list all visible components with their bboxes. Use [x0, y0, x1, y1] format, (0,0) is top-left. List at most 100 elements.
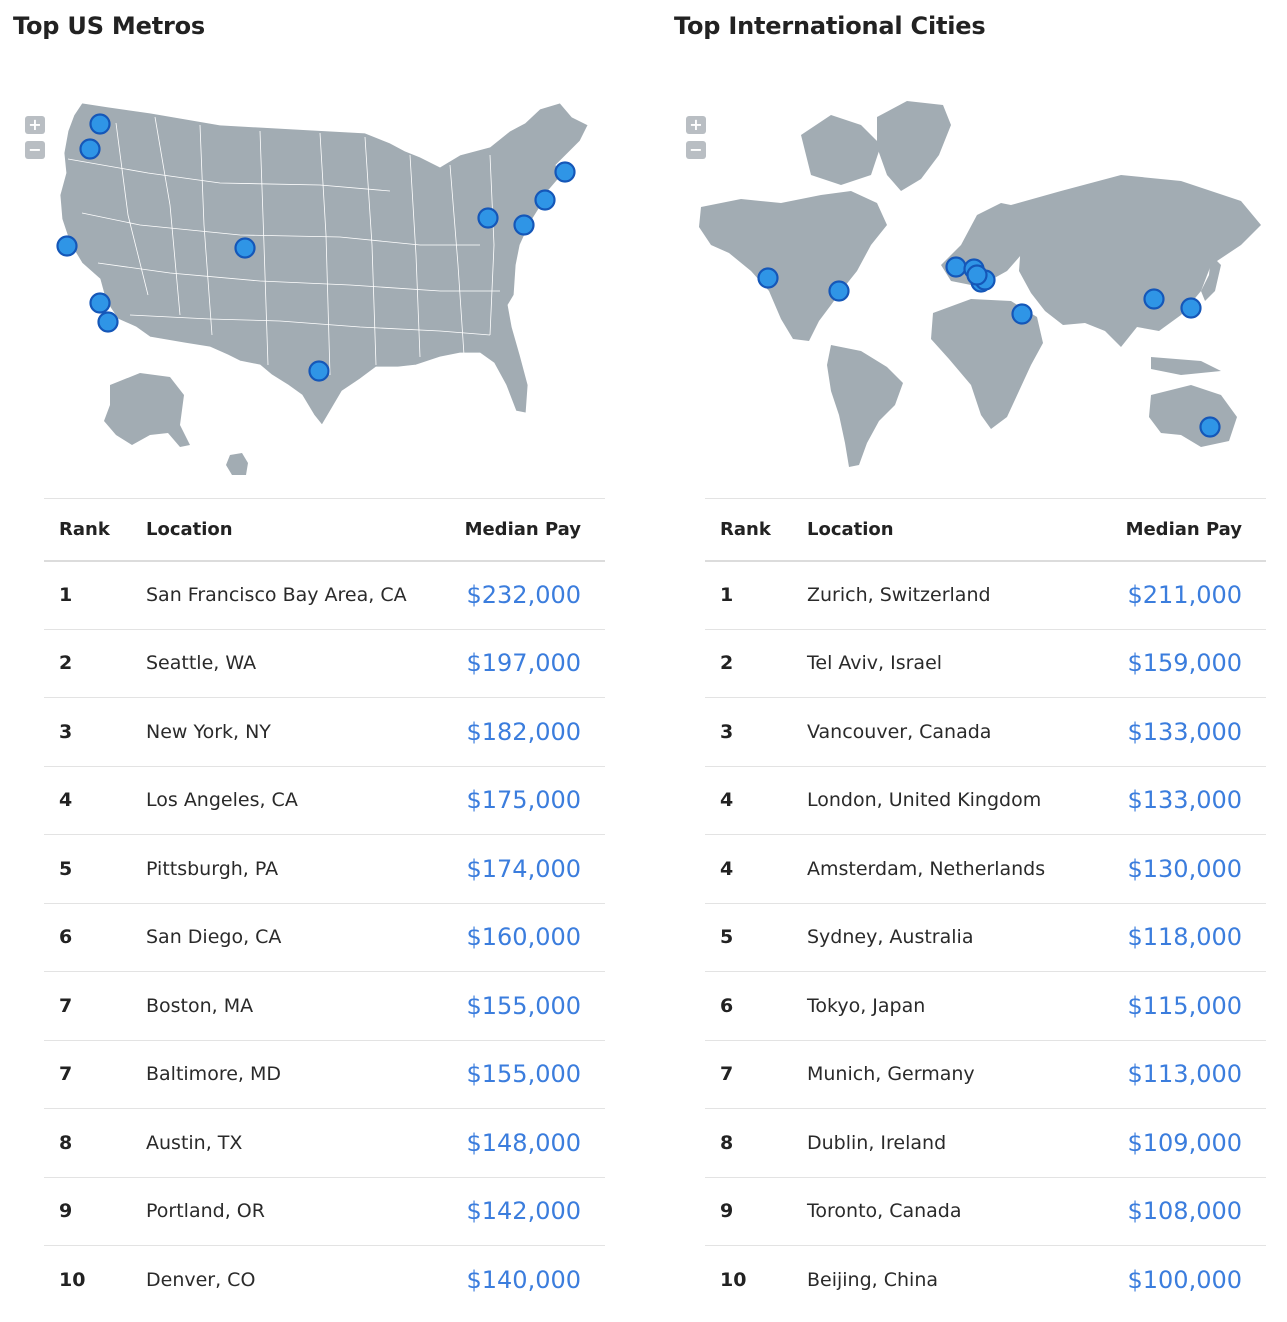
rank-cell: 2: [44, 629, 146, 698]
us-zoom-in-button[interactable]: +: [25, 116, 45, 134]
south-america-land: [827, 345, 903, 467]
world-map-svg: [699, 101, 1261, 467]
us-map-svg: [56, 102, 589, 475]
table-row: 2 Tel Aviv, Israel $159,000: [705, 629, 1266, 698]
table-row: 4 London, United Kingdom $133,000: [705, 766, 1266, 835]
rank-cell: 5: [705, 903, 807, 972]
us-marker-baltimore[interactable]: [513, 214, 535, 236]
rank-cell: 3: [705, 697, 807, 767]
rank-cell: 2: [705, 629, 807, 698]
rank-cell: 9: [44, 1177, 146, 1246]
rank-cell: 5: [44, 834, 146, 904]
table-row: 4 Los Angeles, CA $175,000: [44, 766, 605, 835]
location-cell: Seattle, WA: [146, 629, 445, 698]
median-pay-cell: $175,000: [444, 766, 605, 835]
location-cell: Amsterdam, Netherlands: [807, 834, 1096, 904]
rank-cell: 1: [44, 560, 146, 630]
median-pay-cell: $100,000: [1127, 1266, 1242, 1294]
table-row: 8 Austin, TX $148,000: [44, 1108, 605, 1178]
intl-markers: [757, 256, 1221, 438]
table-row: 2 Seattle, WA $197,000: [44, 629, 605, 698]
location-cell: Austin, TX: [146, 1108, 445, 1178]
location-cell: Tokyo, Japan: [807, 971, 1096, 1041]
table-row: 7 Baltimore, MD $155,000: [44, 1040, 605, 1109]
north-america-land: [699, 191, 887, 341]
us-marker-san-diego[interactable]: [97, 311, 119, 333]
intl-cities-panel: Top International Cities: [661, 0, 1287, 1322]
us-zoom-out-button[interactable]: −: [25, 141, 45, 159]
location-cell: San Diego, CA: [146, 903, 445, 972]
table-row: 1 Zurich, Switzerland $211,000: [705, 560, 1266, 630]
us-map[interactable]: + −: [20, 95, 610, 485]
location-header: Location: [807, 498, 1096, 562]
intl-marker-munich[interactable]: [966, 264, 988, 286]
location-cell: Zurich, Switzerland: [807, 560, 1096, 630]
us-marker-seattle[interactable]: [89, 113, 111, 135]
rank-cell: 8: [705, 1108, 807, 1178]
world-zoom-out-button[interactable]: −: [686, 141, 706, 159]
us-land: [59, 102, 589, 426]
world-zoom-in-button[interactable]: +: [686, 116, 706, 134]
rank-cell: 7: [44, 971, 146, 1041]
table-row: 8 Dublin, Ireland $109,000: [705, 1108, 1266, 1178]
intl-marker-beijing[interactable]: [1143, 288, 1165, 310]
table-row: 6 San Diego, CA $160,000: [44, 903, 605, 972]
intl-marker-toronto[interactable]: [828, 280, 850, 302]
table-row: 7 Boston, MA $155,000: [44, 971, 605, 1041]
median-pay-cell: $155,000: [444, 1040, 605, 1109]
japan-land: [1201, 255, 1221, 301]
table-row: 9 Toronto, Canada $108,000: [705, 1177, 1266, 1246]
location-cell: San Francisco Bay Area, CA: [146, 560, 445, 630]
us-marker-denver[interactable]: [234, 237, 256, 259]
rank-cell: 10: [720, 1269, 747, 1291]
table-row: 4 Amsterdam, Netherlands $130,000: [705, 834, 1266, 904]
australia-land: [1149, 385, 1237, 447]
median-pay-cell: $113,000: [1095, 1040, 1266, 1109]
intl-marker-tokyo[interactable]: [1180, 297, 1202, 319]
rank-cell: 6: [705, 971, 807, 1041]
intl-marker-tel-aviv[interactable]: [1011, 303, 1033, 325]
table-row: 3 Vancouver, Canada $133,000: [705, 697, 1266, 767]
us-marker-boston[interactable]: [554, 161, 576, 183]
median-pay-cell: $174,000: [444, 834, 605, 904]
rank-cell: 10: [59, 1269, 86, 1291]
table-row: 3 New York, NY $182,000: [44, 697, 605, 767]
rank-cell: 6: [44, 903, 146, 972]
location-cell: Baltimore, MD: [146, 1040, 445, 1109]
us-marker-new-york[interactable]: [534, 189, 556, 211]
rank-cell: 8: [44, 1108, 146, 1178]
rank-header: Rank: [705, 498, 807, 562]
rank-cell: 9: [705, 1177, 807, 1246]
median-pay-cell: $182,000: [444, 697, 605, 767]
location-cell: Vancouver, Canada: [807, 697, 1096, 767]
median-pay-cell: $140,000: [466, 1266, 581, 1294]
location-cell: Toronto, Canada: [807, 1177, 1096, 1246]
median-pay-cell: $109,000: [1095, 1108, 1266, 1178]
rank-cell: 4: [705, 766, 807, 835]
us-marker-portland[interactable]: [79, 138, 101, 160]
location-cell: New York, NY: [146, 697, 445, 767]
us-marker-san-francisco[interactable]: [56, 235, 78, 257]
us-rank-table: Rank Location Median Pay 1 San Francisco …: [44, 498, 605, 1314]
hawaii-land: [226, 453, 248, 475]
median-pay-cell: $108,000: [1095, 1177, 1266, 1246]
median-pay-cell: $160,000: [444, 903, 605, 972]
location-cell: Beijing, China: [807, 1269, 939, 1291]
us-markers: [56, 113, 576, 382]
rank-cell: 4: [705, 834, 807, 904]
table-row: 10 Beijing, China $100,000: [705, 1246, 1266, 1315]
world-land: [699, 101, 1261, 467]
location-header: Location: [146, 498, 445, 562]
intl-marker-sydney[interactable]: [1199, 416, 1221, 438]
median-pay-cell: $115,000: [1095, 971, 1266, 1041]
us-metros-panel: Top US Metros: [0, 0, 640, 1322]
location-cell: Pittsburgh, PA: [146, 834, 445, 904]
us-marker-austin[interactable]: [308, 360, 330, 382]
median-pay-cell: $197,000: [444, 629, 605, 698]
us-marker-pittsburgh[interactable]: [477, 207, 499, 229]
world-map[interactable]: + −: [681, 95, 1271, 485]
intl-marker-dublin[interactable]: [945, 256, 967, 278]
asia-land: [1011, 175, 1261, 347]
us-marker-los-angeles[interactable]: [89, 292, 111, 314]
intl-marker-vancouver[interactable]: [757, 267, 779, 289]
